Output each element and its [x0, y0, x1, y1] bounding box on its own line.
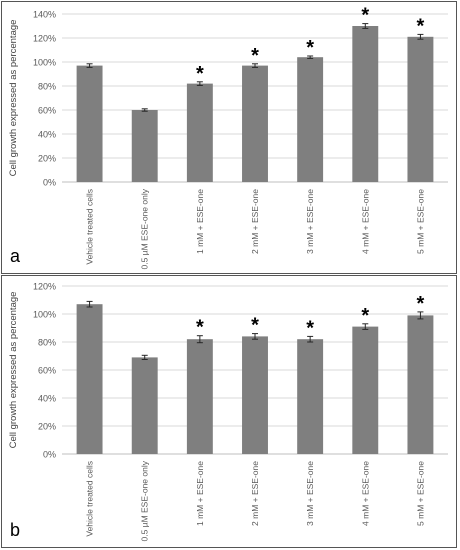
bar: [242, 336, 268, 454]
y-tick-label: 140%: [33, 10, 56, 20]
bar: [76, 65, 103, 182]
significance-marker: *: [251, 45, 259, 67]
x-category-label: 3 mM + ESE-one: [305, 461, 315, 526]
significance-marker: *: [196, 63, 204, 85]
significance-marker: *: [306, 37, 314, 59]
bar: [131, 357, 158, 454]
bar: [242, 65, 268, 182]
y-tick-label: 0%: [43, 450, 56, 460]
bar: [407, 36, 434, 182]
y-tick-label: 60%: [38, 106, 56, 116]
y-axis-label: Cell growth expressed as percentage: [8, 292, 19, 449]
panel-label-b: b: [10, 520, 21, 540]
bar: [186, 339, 213, 454]
y-tick-label: 80%: [38, 82, 56, 92]
y-tick-label: 40%: [38, 394, 56, 404]
x-category-label: 3 mM + ESE-one: [305, 189, 315, 254]
x-category-label: 1 mM + ESE-one: [195, 461, 205, 526]
y-tick-label: 120%: [33, 282, 56, 292]
significance-marker: *: [417, 293, 425, 315]
bar-chart-a: 0% 20% 40% 60% 80% 100% 120% 140% Cell growth ex…: [8, 5, 448, 270]
x-category-label: 5 mM + ESE-one: [415, 461, 425, 526]
significance-marker: *: [417, 15, 425, 37]
bar: [352, 26, 379, 182]
y-axis-label: Cell growth expressed as percentage: [8, 20, 19, 177]
x-category-label: 4 mM + ESE-one: [360, 189, 370, 254]
x-category-label: 5 mM + ESE-one: [415, 189, 425, 254]
x-category-label: Vehicle treated cells: [85, 461, 95, 537]
x-category-label: 0.5 µM ESE-one only: [140, 460, 150, 541]
bar: [131, 110, 158, 182]
panel-label-a: a: [10, 246, 21, 266]
bar: [407, 315, 434, 454]
y-tick-label: 80%: [38, 338, 56, 348]
y-tick-label: 120%: [33, 34, 56, 44]
bar: [352, 326, 379, 454]
bar: [186, 83, 213, 182]
significance-marker: *: [361, 5, 369, 27]
bar: [297, 339, 324, 454]
significance-marker: *: [196, 317, 204, 339]
y-tick-label: 60%: [38, 366, 56, 376]
significance-marker: *: [251, 315, 259, 337]
bar: [76, 304, 103, 454]
y-tick-label: 20%: [38, 422, 56, 432]
y-tick-label: 40%: [38, 130, 56, 140]
x-category-label: Vehicle treated cells: [85, 189, 95, 265]
bar: [297, 57, 324, 183]
y-tick-label: 100%: [33, 58, 56, 68]
x-category-label: 2 mM + ESE-one: [250, 461, 260, 526]
x-category-label: 1 mM + ESE-one: [195, 189, 205, 254]
significance-marker: *: [361, 305, 369, 327]
significance-marker: *: [306, 317, 314, 339]
y-tick-label: 100%: [33, 310, 56, 320]
chart-panel-a: 0% 20% 40% 60% 80% 100% 120% 140% Cell growth ex…: [1, 1, 457, 274]
bar-chart-b: 0% 20% 40% 60% 80% 100% 120% Cell growth expres…: [8, 282, 448, 542]
y-tick-label: 20%: [38, 154, 56, 164]
x-category-label: 0.5 µM ESE-one only: [140, 188, 150, 269]
x-category-label: 4 mM + ESE-one: [360, 461, 370, 526]
chart-panel-b: 0% 20% 40% 60% 80% 100% 120% Cell growth expres…: [1, 275, 457, 548]
y-tick-label: 0%: [43, 178, 56, 188]
x-category-label: 2 mM + ESE-one: [250, 189, 260, 254]
